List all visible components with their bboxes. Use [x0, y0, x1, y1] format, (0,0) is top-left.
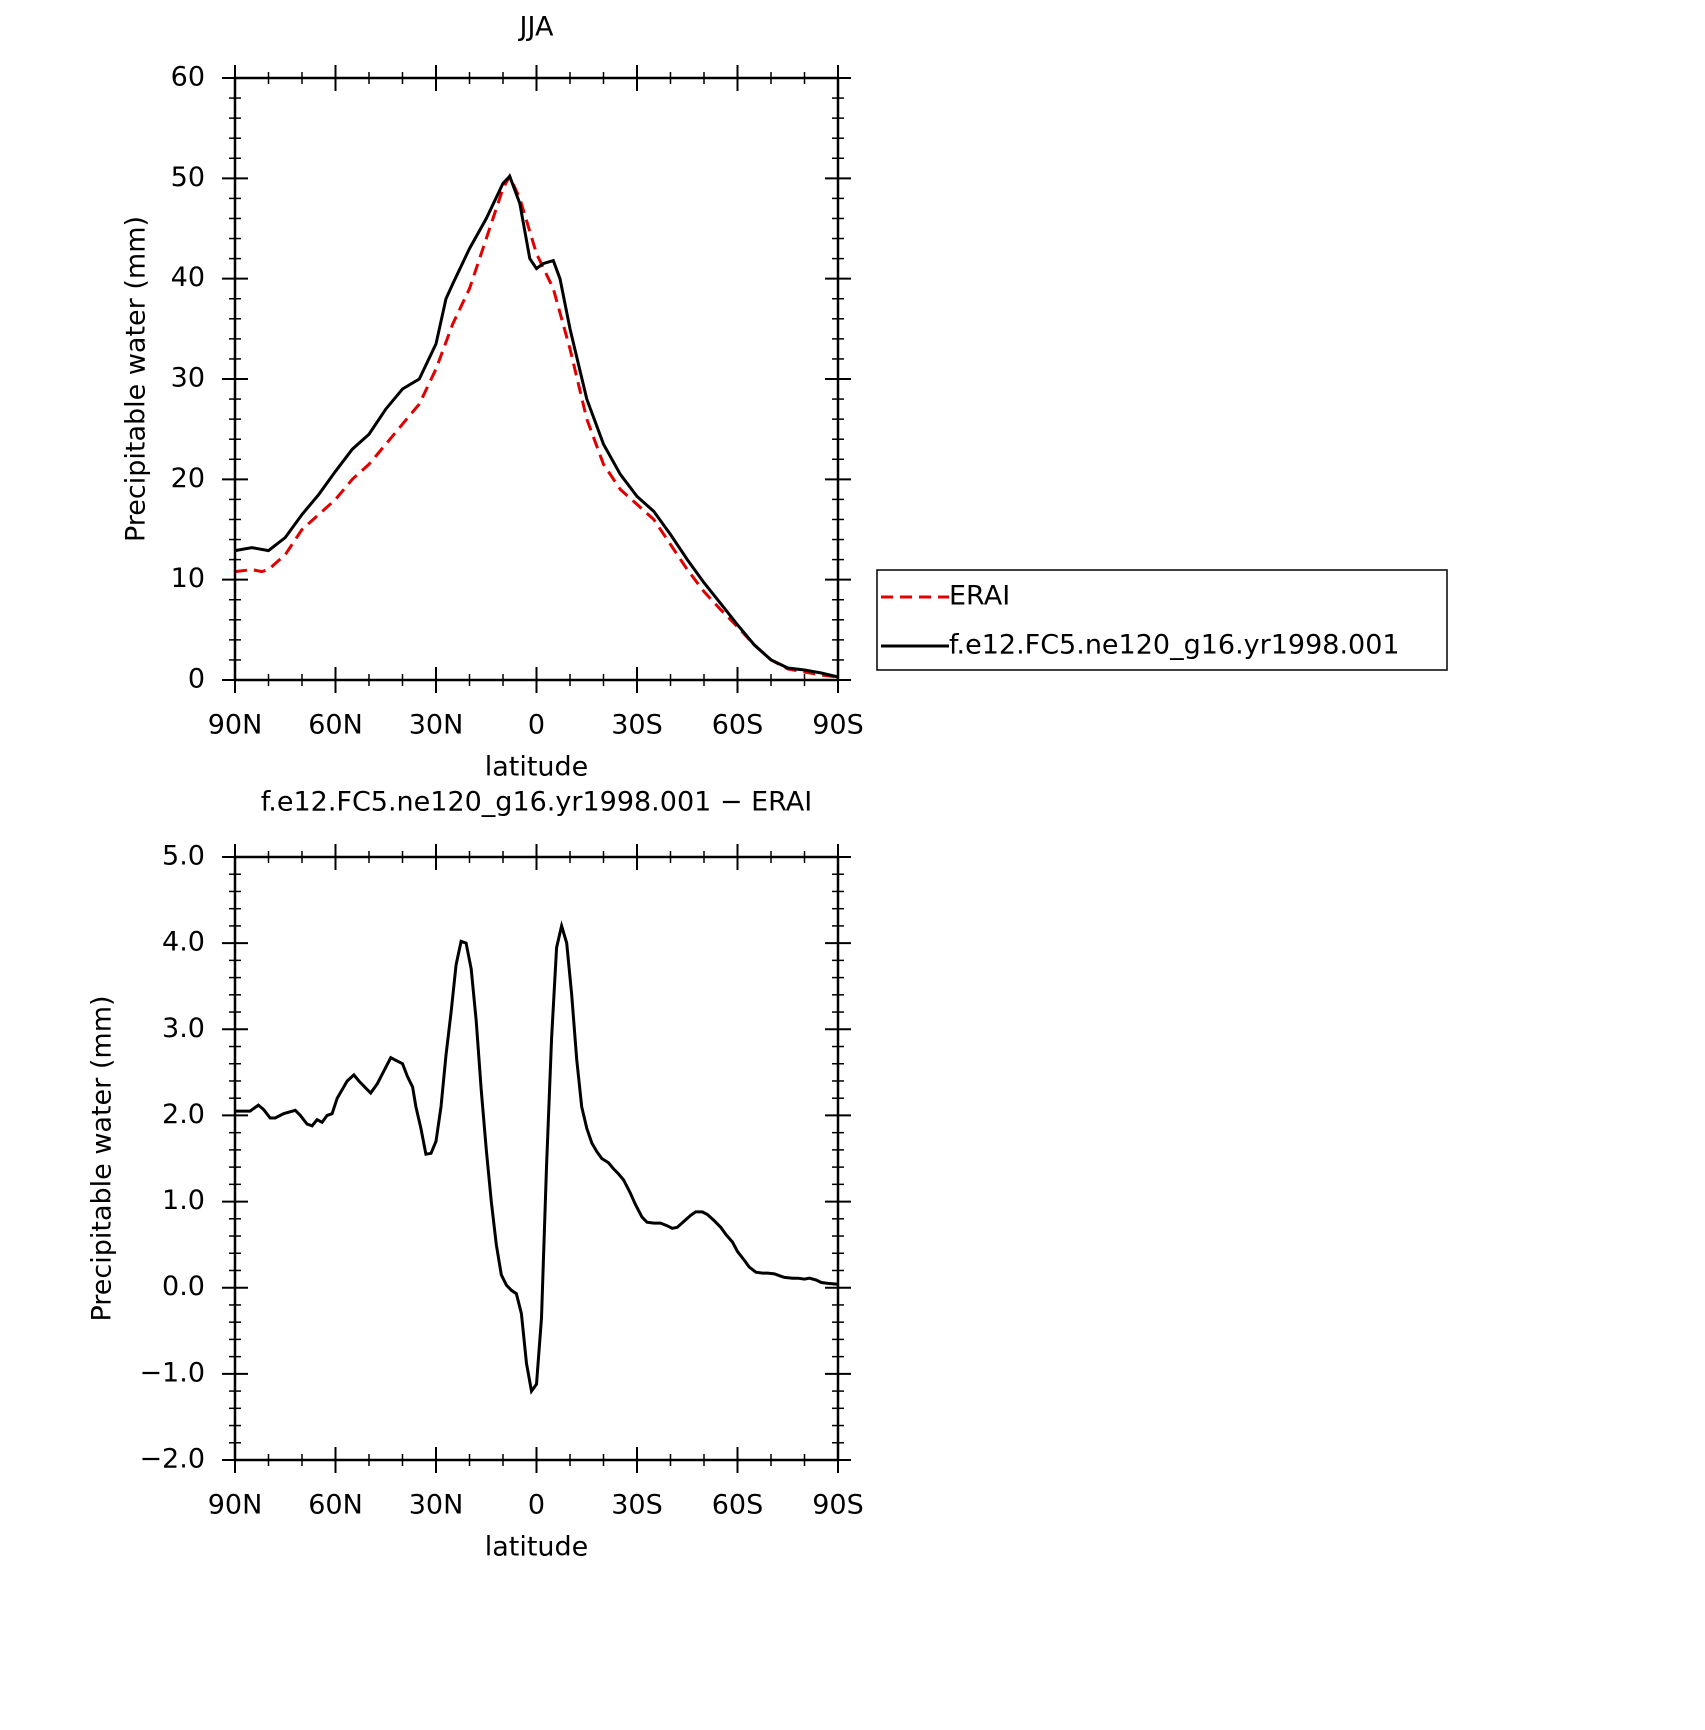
plot-frame	[233, 76, 840, 682]
data-line	[234, 173, 839, 679]
legend-label: f.e12.FC5.ne120_g16.yr1998.001	[949, 630, 1400, 661]
y-tick-label: 30	[171, 363, 205, 394]
y-tick-label: 50	[171, 162, 205, 193]
x-tick-label: 60S	[712, 1490, 764, 1521]
legend-box	[876, 569, 1448, 671]
y-tick-label: 60	[171, 62, 205, 93]
y-tick-label: 0	[188, 664, 205, 695]
x-tick-label: 30S	[611, 710, 663, 741]
data-line	[234, 172, 839, 679]
y-tick-label: 10	[171, 563, 205, 594]
chart-title: JJA	[518, 12, 554, 43]
data-line	[235, 920, 839, 1395]
x-tick-label: 0	[528, 710, 545, 741]
y-axis-label: Precipitable water (mm)	[121, 216, 152, 542]
x-tick-label: 90S	[812, 710, 864, 741]
x-tick-label: 90S	[812, 1490, 864, 1521]
x-tick-label: 60N	[308, 1490, 363, 1521]
x-tick-label: 30N	[409, 710, 464, 741]
legend-label: ERAI	[949, 581, 1010, 612]
x-axis-label: latitude	[485, 1532, 589, 1563]
y-tick-label: 40	[171, 262, 205, 293]
x-tick-label: 30N	[409, 1490, 464, 1521]
y-tick-label: 3.0	[162, 1013, 205, 1044]
y-tick-label: 5.0	[162, 841, 205, 872]
y-tick-label: 20	[171, 463, 205, 494]
y-tick-label: −1.0	[139, 1357, 205, 1388]
plot-frame	[233, 855, 840, 1462]
y-tick-label: 4.0	[162, 927, 205, 958]
y-tick-label: 0.0	[162, 1271, 205, 1302]
x-tick-label: 60S	[712, 710, 764, 741]
y-tick-label: 2.0	[162, 1099, 205, 1130]
x-tick-label: 0	[528, 1490, 545, 1521]
y-tick-label: −2.0	[139, 1444, 205, 1475]
x-axis-label: latitude	[485, 752, 589, 783]
y-tick-label: 1.0	[162, 1185, 205, 1216]
chart-title: f.e12.FC5.ne120_g16.yr1998.001 − ERAI	[261, 787, 813, 818]
x-tick-label: 30S	[611, 1490, 663, 1521]
x-tick-label: 60N	[308, 710, 363, 741]
x-tick-label: 90N	[208, 1490, 263, 1521]
x-tick-label: 90N	[208, 710, 263, 741]
y-axis-label: Precipitable water (mm)	[87, 995, 118, 1321]
